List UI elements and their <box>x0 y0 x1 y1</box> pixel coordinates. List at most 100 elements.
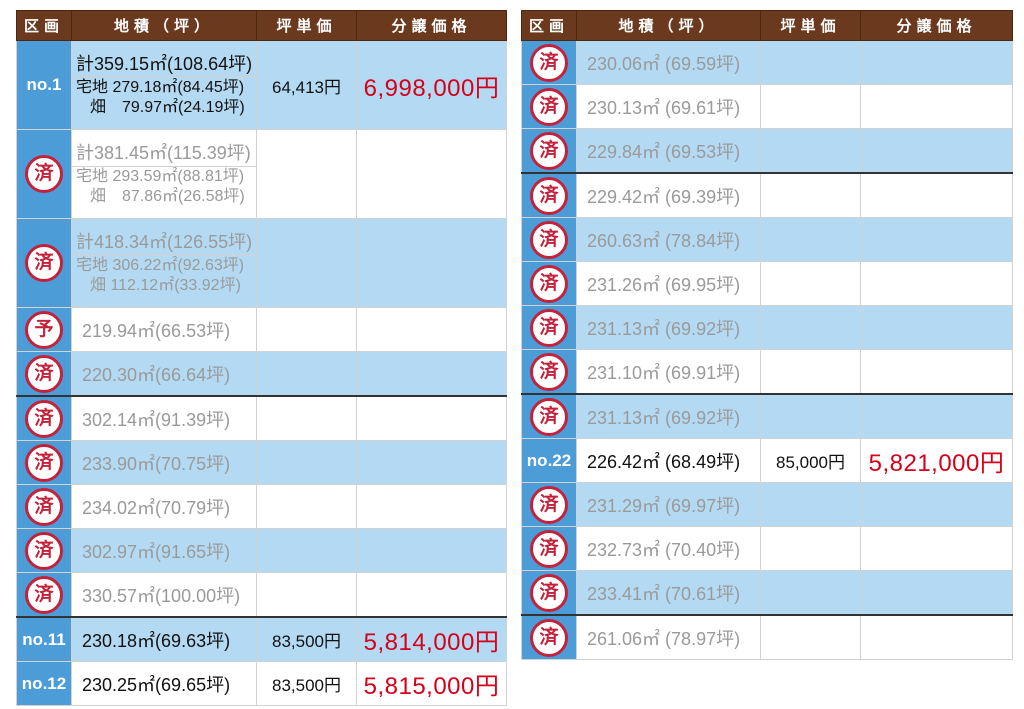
unit-price <box>256 572 357 618</box>
area-total: 計381.45㎡(115.39坪) <box>72 142 256 167</box>
sale-price <box>860 217 1013 262</box>
lot-cell: 済 <box>521 393 577 439</box>
table-header-row: 区画 地積（坪） 坪単価 分譲価格 <box>16 10 507 41</box>
sale-price <box>356 572 507 618</box>
table-row: 済 231.10㎡ (69.91坪) <box>521 349 1013 395</box>
sale-price <box>356 440 507 485</box>
lot-cell: 済 <box>16 351 72 397</box>
table-row: no.1 計359.15㎡(108.64坪) 宅地 279.18㎡(84.45坪… <box>16 40 507 130</box>
area-cell: 233.90㎡(70.75坪) <box>71 440 257 485</box>
table-row: 済 260.63㎡ (78.84坪) <box>521 217 1013 262</box>
unit-price <box>256 440 357 485</box>
sale-price <box>860 614 1013 660</box>
sale-price <box>860 172 1013 218</box>
area-cell: 計359.15㎡(108.64坪) 宅地 279.18㎡(84.45坪) 畑 7… <box>71 40 257 130</box>
table-row: 済 233.41㎡ (70.61坪) <box>521 570 1013 616</box>
sold-stamp-icon: 済 <box>530 264 568 303</box>
sold-stamp-icon: 済 <box>530 220 568 259</box>
table-row: 済 計418.34㎡(126.55坪) 宅地 306.22㎡(92.63坪) 畑… <box>16 218 507 308</box>
area-cell: 234.02㎡(70.79坪) <box>71 484 257 529</box>
unit-price: 83,500円 <box>256 661 357 706</box>
table-row: no.11 230.18㎡(69.63坪) 83,500円 5,814,000円 <box>16 616 507 662</box>
sale-price <box>860 84 1013 129</box>
sale-price <box>356 307 507 352</box>
sold-stamp-icon: 済 <box>530 485 568 524</box>
unit-price <box>760 305 861 350</box>
unit-price <box>256 218 357 308</box>
unit-price <box>760 84 861 129</box>
sold-stamp-icon: 済 <box>530 131 568 170</box>
lot-cell: 済 <box>521 261 577 306</box>
area-residential: 宅地 279.18㎡(84.45坪) <box>76 78 245 96</box>
table-row: 済 261.06㎡ (78.97坪) <box>521 614 1013 660</box>
unit-price <box>256 484 357 529</box>
lot-number: no.22 <box>521 438 577 483</box>
table-row: 済 計381.45㎡(115.39坪) 宅地 293.59㎡(88.81坪) 畑… <box>16 129 507 219</box>
unit-price <box>256 307 357 352</box>
unit-price <box>256 129 357 219</box>
sold-stamp-icon: 済 <box>25 443 63 482</box>
sale-price <box>860 526 1013 571</box>
sale-price: 5,821,000円 <box>860 438 1013 483</box>
sold-stamp-icon: 済 <box>25 155 63 193</box>
area-total: 計418.34㎡(126.55坪) <box>72 231 256 256</box>
sale-price <box>356 484 507 529</box>
table-row: 済 231.26㎡ (69.95坪) <box>521 261 1013 306</box>
unit-price <box>256 351 357 397</box>
sale-price <box>356 351 507 397</box>
lot-cell: 済 <box>521 570 577 616</box>
sale-price <box>860 570 1013 616</box>
unit-price <box>256 528 357 573</box>
header-sale-price: 分譲価格 <box>356 10 507 41</box>
sale-price <box>860 305 1013 350</box>
unit-price <box>256 395 357 441</box>
area-cell: 231.10㎡ (69.91坪) <box>576 349 761 395</box>
unit-price <box>760 261 861 306</box>
header-unit-price: 坪単価 <box>256 10 357 41</box>
sale-price <box>860 393 1013 439</box>
lot-cell: 済 <box>521 526 577 571</box>
sold-stamp-icon: 済 <box>25 354 63 393</box>
lot-cell: 済 <box>521 84 577 129</box>
lot-cell: 済 <box>521 349 577 395</box>
header-unit-price: 坪単価 <box>760 10 861 41</box>
unit-price <box>760 482 861 527</box>
sale-price <box>860 349 1013 395</box>
sale-price: 5,814,000円 <box>356 616 507 662</box>
unit-price <box>760 349 861 395</box>
lot-cell: 済 <box>16 129 72 219</box>
sale-price <box>356 528 507 573</box>
lot-number: no.11 <box>16 616 72 662</box>
area-cell: 計381.45㎡(115.39坪) 宅地 293.59㎡(88.81坪) 畑 8… <box>71 129 257 219</box>
lot-cell: 済 <box>521 217 577 262</box>
area-cell: 229.84㎡ (69.53坪) <box>576 128 761 174</box>
sale-price: 6,998,000円 <box>356 40 507 130</box>
lot-cell: 済 <box>16 484 72 529</box>
table-row: 済 230.06㎡ (69.59坪) <box>521 40 1013 85</box>
lot-cell: 済 <box>521 40 577 85</box>
table-row: 済 302.97㎡(91.65坪) <box>16 528 507 573</box>
table-row: 済 231.13㎡ (69.92坪) <box>521 393 1013 439</box>
sold-stamp-icon: 済 <box>530 618 568 657</box>
area-cell: 219.94㎡(66.53坪) <box>71 307 257 352</box>
sold-stamp-icon: 済 <box>530 352 568 391</box>
table-row: 済 229.84㎡ (69.53坪) <box>521 128 1013 174</box>
table-row: 済 229.42㎡ (69.39坪) <box>521 172 1013 218</box>
sold-stamp-icon: 済 <box>530 308 568 347</box>
area-cell: 231.29㎡ (69.97坪) <box>576 482 761 527</box>
sold-stamp-icon: 済 <box>25 531 63 570</box>
area-cell: 229.42㎡ (69.39坪) <box>576 172 761 218</box>
sold-stamp-icon: 済 <box>530 529 568 568</box>
unit-price <box>760 217 861 262</box>
table-row: 済 220.30㎡(66.64坪) <box>16 351 507 397</box>
unit-price <box>760 570 861 616</box>
area-cell: 230.18㎡(69.63坪) <box>71 616 257 662</box>
lot-cell: 済 <box>16 572 72 618</box>
lot-number: no.1 <box>16 40 72 130</box>
sold-stamp-icon: 済 <box>530 87 568 126</box>
area-total: 計359.15㎡(108.64坪) <box>72 53 256 78</box>
header-area: 地積（坪） <box>71 10 257 41</box>
table-header-row: 区画 地積（坪） 坪単価 分譲価格 <box>521 10 1013 41</box>
unit-price: 85,000円 <box>760 438 861 483</box>
sale-price <box>860 482 1013 527</box>
